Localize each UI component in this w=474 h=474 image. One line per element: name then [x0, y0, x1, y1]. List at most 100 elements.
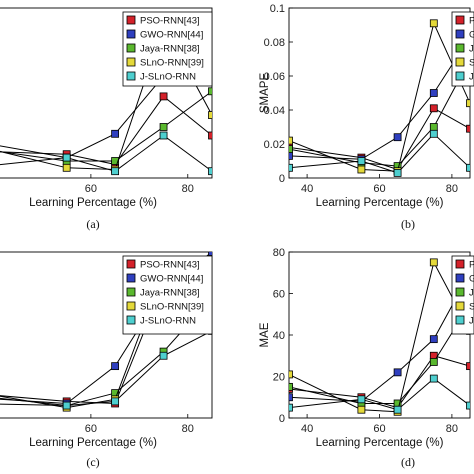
data-point: [111, 129, 120, 138]
data-point: [111, 397, 120, 406]
data-point: [289, 145, 293, 154]
data-point: [208, 87, 212, 96]
legend-swatch: [455, 273, 465, 283]
legend-swatch: [126, 15, 136, 25]
legend-swatch: [126, 273, 136, 283]
legend-label: J-SLnO-RNN: [140, 316, 196, 327]
panel-caption: (d): [401, 455, 415, 469]
data-point: [429, 89, 438, 97]
x-axis-label: Learning Percentage (%): [316, 197, 444, 209]
x-tick-label: 60: [373, 183, 385, 195]
legend-box: [122, 11, 213, 87]
series-line: [289, 355, 470, 409]
data-point: [289, 136, 293, 145]
legend-label: PSO-RNN[43]: [140, 16, 200, 27]
data-point: [208, 131, 212, 140]
x-tick-label: 60: [85, 183, 97, 195]
legend-label: SLnO-RNN[39]: [140, 302, 204, 313]
legend-swatch: [455, 301, 465, 311]
data-point: [289, 403, 293, 412]
legend-label: GWO-RNN[44]: [140, 30, 203, 41]
legend-swatch: [455, 57, 465, 67]
data-point: [289, 393, 293, 402]
x-tick-label: 60: [373, 423, 385, 435]
legend-label: J: [469, 72, 474, 83]
panel-caption: (a): [86, 217, 99, 231]
plot-frame: [0, 251, 213, 419]
data-point: [289, 382, 293, 391]
data-point: [357, 395, 366, 404]
data-point: [429, 258, 438, 267]
series-layer: [0, 21, 212, 176]
x-tick-label: 80: [182, 423, 194, 435]
series-line: [289, 260, 470, 413]
data-point: [357, 405, 366, 414]
series-line: [289, 58, 470, 167]
legend-label: J: [469, 288, 474, 299]
data-point: [466, 362, 470, 371]
data-point: [393, 368, 402, 377]
chart-panel-1: 40 60 80 0 0.02 0.04 0.06 0.08 0.1 Learning Perce…: [259, 3, 474, 231]
series-line: [289, 377, 470, 411]
legend-label: J-SLnO-RNN: [140, 72, 196, 83]
series-line: [0, 330, 212, 407]
legend-label: J: [469, 316, 474, 327]
data-point: [357, 157, 366, 165]
data-point: [429, 104, 438, 113]
legend-swatch: [126, 315, 136, 325]
y-tick-label: 40: [273, 330, 285, 342]
legend-label: S: [469, 58, 474, 69]
data-point: [289, 163, 293, 172]
panel-caption: (c): [86, 455, 99, 469]
plot-frame: [288, 7, 471, 179]
data-point: [357, 165, 366, 174]
data-point: [62, 163, 71, 172]
legend-swatch: [126, 71, 136, 81]
data-point: [393, 168, 402, 177]
legend-label: PSO-RNN[43]: [140, 260, 200, 271]
data-point: [208, 252, 212, 256]
x-tick-label: 80: [446, 423, 458, 435]
data-point: [159, 351, 168, 360]
y-tick-label: 0.08: [264, 37, 285, 49]
y-tick-label: 0: [279, 173, 285, 185]
data-point: [429, 123, 438, 131]
data-point: [111, 167, 120, 176]
data-point: [62, 153, 71, 162]
data-point: [289, 370, 293, 379]
x-axis-label: Learning Percentage (%): [29, 197, 157, 209]
y-tick-label: 0: [279, 413, 285, 425]
data-point: [289, 151, 293, 160]
series-line: [289, 21, 470, 172]
chart-panel-2: 60 80 Learning Percentage (%) PSO-RNN[43] GW…: [0, 251, 213, 469]
x-tick-label: 40: [301, 183, 313, 195]
legend-swatch: [126, 301, 136, 311]
legend-label: G: [469, 274, 474, 285]
legend-swatch: [455, 15, 465, 25]
data-point: [393, 133, 402, 142]
legend-label: P: [469, 260, 474, 271]
chart-panel-0: 60 80 Learning Percentage (%) PSO-RNN[43] GW…: [0, 7, 213, 231]
legend-label: SLnO-RNN[39]: [140, 58, 204, 69]
data-point: [208, 167, 212, 176]
legend-swatch: [455, 71, 465, 81]
series-layer: [289, 19, 470, 177]
legend-swatch: [455, 259, 465, 269]
panel-caption: (b): [401, 217, 415, 231]
legend-label: S: [469, 302, 474, 313]
y-tick-label: 0.04: [264, 105, 285, 117]
legend-label: G: [469, 30, 474, 41]
series-line: [289, 36, 470, 160]
series-line: [0, 95, 212, 165]
data-point: [111, 157, 120, 165]
legend-swatch: [126, 287, 136, 297]
series-line: [289, 303, 470, 404]
legend: PSO-RNN[43] GWO-RNN[44] Jaya-RNN[38] SLnO-R…: [122, 255, 213, 335]
series-line: [0, 90, 212, 162]
legend-swatch: [126, 259, 136, 269]
data-point: [466, 401, 470, 410]
legend-swatch: [126, 43, 136, 53]
